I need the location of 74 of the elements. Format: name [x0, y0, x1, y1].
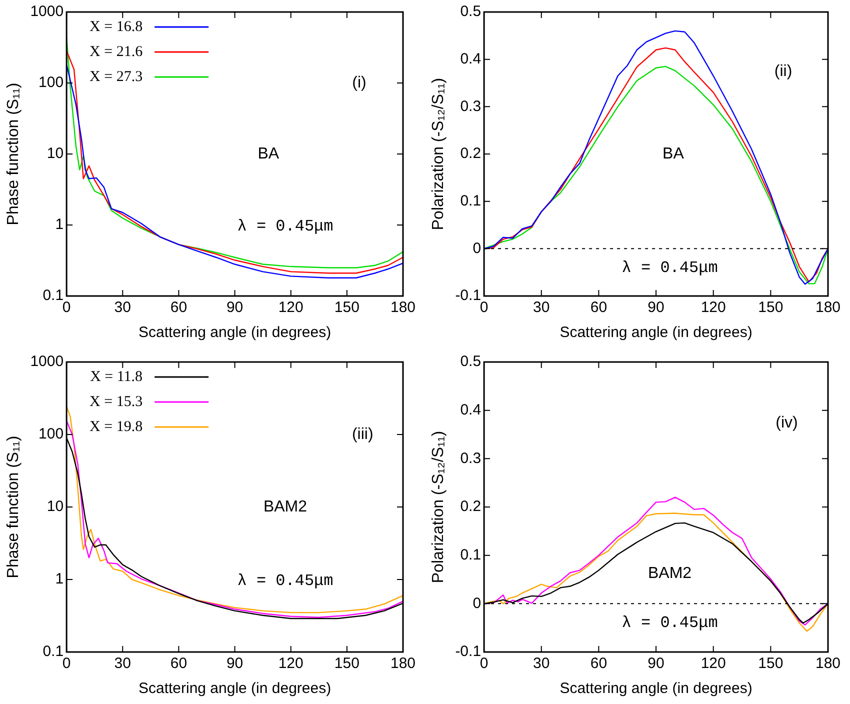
y-tick-label: 1000 [30, 353, 64, 370]
annotation: BAM2 [263, 498, 308, 516]
x-tick-label: 90 [648, 655, 664, 672]
y-tick-label: 10 [46, 145, 64, 162]
x-tick-label: 180 [815, 655, 841, 672]
y-tick-label: 0.3 [460, 98, 482, 115]
y-axis-title: Polarization (-S₁₂/S₁₁) [430, 430, 448, 584]
annotation: (iv) [776, 414, 798, 432]
annotation: λ = 0.45μm [237, 218, 334, 236]
x-tick-label: 150 [334, 299, 360, 316]
x-tick-label: 30 [533, 655, 550, 672]
legend-label: X = 27.3 [90, 68, 143, 85]
x-tick-label: 180 [815, 299, 841, 316]
y-tick-label: 0.1 [42, 643, 64, 660]
x-tick-label: 150 [334, 655, 360, 672]
legend-label: X = 21.6 [90, 44, 144, 60]
y-tick-label: 0.3 [460, 450, 482, 467]
annotation: λ = 0.45μm [237, 572, 334, 590]
y-tick-label: 0.5 [460, 353, 482, 370]
y-tick-label: 0.1 [42, 287, 64, 304]
y-tick-label: 0.4 [460, 401, 482, 418]
x-tick-label: 90 [648, 299, 664, 316]
x-tick-label: 180 [390, 655, 416, 672]
y-tick-label: 0.4 [460, 50, 482, 68]
x-tick-label: 30 [114, 655, 131, 672]
x-tick-label: 60 [170, 299, 188, 316]
annotation: BA [258, 145, 280, 162]
annotation: (i) [352, 74, 366, 92]
x-tick-label: 120 [700, 299, 726, 316]
annotation: λ = 0.45μm [622, 614, 718, 632]
y-tick-label: 1000 [30, 3, 64, 20]
legend-label: X = 19.8 [90, 418, 143, 435]
legend-label: X = 16.8 [90, 18, 143, 35]
x-tick-label: 30 [114, 299, 131, 316]
legend-label: X = 15.3 [90, 394, 143, 410]
y-tick-label: -0.1 [455, 287, 482, 304]
x-tick-label: 120 [700, 655, 726, 672]
x-tick-label: 60 [170, 655, 188, 672]
y-tick-label: 0.1 [460, 546, 482, 564]
y-tick-label: -0.1 [455, 643, 482, 660]
annotation: (iii) [352, 426, 374, 443]
y-axis-title: Phase function (S₁₁) [5, 82, 22, 226]
y-tick-label: 100 [38, 426, 64, 443]
y-tick-label: 0 [472, 240, 482, 257]
y-tick-label: 0 [472, 594, 482, 612]
x-tick-label: 60 [590, 655, 608, 672]
legend-label: X = 11.8 [90, 368, 143, 385]
x-axis-title: Scattering angle (in degrees) [560, 680, 752, 698]
x-axis-title: Scattering angle (in degrees) [138, 324, 332, 342]
x-axis-title: Scattering angle (in degrees) [560, 324, 752, 342]
x-axis-title: Scattering angle (in degrees) [138, 680, 332, 698]
x-tick-label: 90 [226, 299, 244, 316]
x-tick-label: 120 [278, 299, 304, 316]
y-tick-label: 1 [55, 216, 64, 234]
y-tick-label: 0.2 [460, 145, 482, 162]
x-tick-label: 60 [590, 299, 608, 316]
y-tick-label: 1 [55, 570, 64, 588]
annotation: (ii) [774, 63, 792, 80]
x-tick-label: 30 [533, 299, 550, 316]
annotation: λ = 0.45μm [622, 258, 718, 277]
annotation: BA [662, 145, 684, 162]
y-axis-title: Polarization (-S₁₂/S₁₁) [430, 78, 448, 230]
y-tick-label: 0.5 [460, 3, 482, 20]
x-tick-label: 150 [758, 299, 784, 316]
x-tick-label: 90 [226, 655, 244, 672]
x-tick-label: 150 [758, 655, 784, 672]
y-axis-title: Phase function (S₁₁) [5, 436, 22, 578]
y-tick-label: 0.1 [460, 192, 482, 210]
x-tick-label: 180 [390, 299, 416, 316]
y-tick-label: 100 [38, 74, 64, 92]
y-tick-label: 10 [46, 498, 64, 516]
y-tick-label: 0.2 [460, 498, 482, 516]
annotation: BAM2 [648, 565, 692, 582]
x-tick-label: 120 [278, 655, 304, 672]
